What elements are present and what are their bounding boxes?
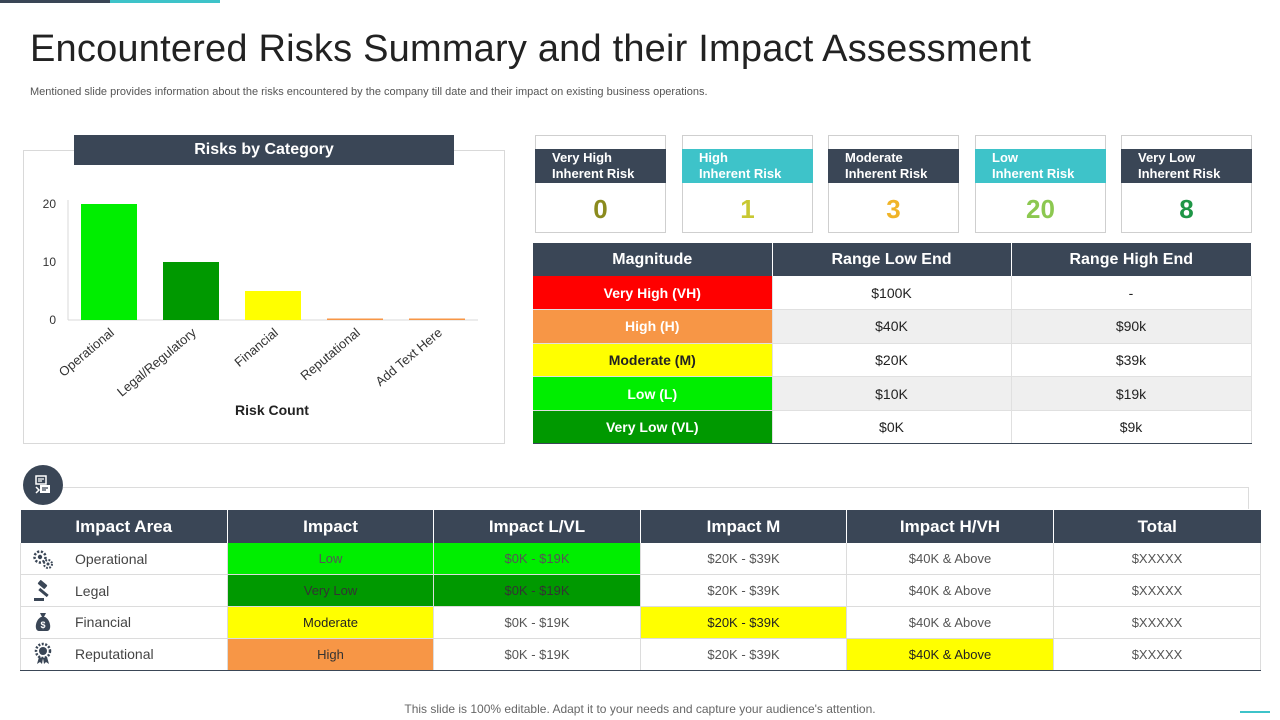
range-high-cell: $9k [1011,410,1252,445]
column-header: Impact H/VH [846,510,1054,543]
impact-lvl-cell: $0K - $19K [433,543,641,576]
risk-card-label: Very High Inherent Risk [535,149,666,183]
impact-area-label: Legal [75,582,110,599]
range-low-cell: $40K [772,309,1012,344]
impact-lvl-cell: $0K - $19K [433,606,641,639]
gears-icon [33,549,53,569]
range-low-cell: $100K [772,276,1012,311]
impact-cell: Moderate [227,606,434,639]
range-high-cell: - [1011,276,1252,311]
range-high-cell: $39k [1011,343,1252,378]
money-bag-icon: $ [35,613,51,632]
column-header: Range Low End [772,243,1012,276]
impact-area-label: Financial [75,614,132,631]
impact-area-cell: $ Financial [20,606,228,639]
risk-card-high: High Inherent Risk 1 [682,135,813,233]
table-row: Very High (VH) $100K - [533,276,1252,311]
gavel-icon [34,579,49,601]
bottom-accent-bar [1240,711,1270,713]
impact-area-cell: Reputational [20,638,228,671]
risk-card-label: Moderate Inherent Risk [828,149,959,183]
risk-card-value: 3 [886,194,901,224]
impact-lvl-cell: $0K - $19K [433,638,641,671]
risk-card-value: 0 [593,194,608,224]
impact-area-cell: Operational [20,543,228,576]
risk-card-value: 8 [1179,194,1194,224]
impact-hvh-cell: $40K & Above [846,606,1054,639]
total-cell: $XXXXX [1053,543,1261,576]
impact-assessment-icon [23,465,63,505]
impact-cell: Very Low [227,574,434,607]
magnitude-table: Magnitude Range Low End Range High End V… [533,243,1252,445]
risk-card-very-high: Very High Inherent Risk 0 [535,135,666,233]
impact-hvh-cell: $40K & Above [846,574,1054,607]
impact-area-cell: Legal [20,574,228,607]
table-row: $ Financial Moderate $0K - $19K $20K - $… [20,606,1261,639]
magnitude-cell: Very High (VH) [533,276,773,311]
column-header: Impact M [640,510,847,543]
impact-m-cell: $20K - $39K [640,543,847,576]
impact-m-cell: $20K - $39K [640,574,847,607]
top-accent-bar-teal [110,0,220,3]
table-row: Operational Low $0K - $19K $20K - $39K $… [20,543,1261,576]
magnitude-cell: Very Low (VL) [533,410,773,445]
risk-card-low: Low Inherent Risk 20 [975,135,1106,233]
award-icon [34,642,52,665]
column-header: Impact [227,510,434,543]
table-row: High (H) $40K $90k [533,309,1252,344]
total-cell: $XXXXX [1053,606,1261,639]
risk-card-value: 20 [1026,194,1055,224]
range-high-cell: $19k [1011,376,1252,411]
risk-card-label: Low Inherent Risk [975,149,1106,183]
impact-m-cell: $20K - $39K [640,638,847,671]
magnitude-cell: Low (L) [533,376,773,411]
table-row: Very Low (VL) $0K $9k [533,410,1252,445]
column-header: Range High End [1011,243,1251,276]
column-header: Impact Area [20,510,228,543]
page-subtitle: Mentioned slide provides information abo… [30,86,708,98]
table-row: Reputational High $0K - $19K $20K - $39K… [20,638,1261,671]
column-header: Total [1053,510,1261,543]
impact-cell: Low [227,543,434,576]
impact-section-divider [63,487,1249,509]
risk-card-value: 1 [740,194,755,224]
impact-lvl-cell: $0K - $19K [433,574,641,607]
top-accent-bar-dark [0,0,110,3]
impact-m-cell: $20K - $39K [640,606,847,639]
column-header: Magnitude [533,243,773,276]
impact-area-label: Reputational [75,646,154,663]
range-high-cell: $90k [1011,309,1252,344]
risk-card-label: High Inherent Risk [682,149,813,183]
footer-note: This slide is 100% editable. Adapt it to… [404,702,876,716]
page-title: Encountered Risks Summary and their Impa… [30,28,1032,70]
table-row: Moderate (M) $20K $39k [533,343,1252,378]
table-row: Legal Very Low $0K - $19K $20K - $39K $4… [20,574,1261,607]
chart-panel [23,150,505,444]
risk-card-very-low: Very Low Inherent Risk 8 [1121,135,1252,233]
total-cell: $XXXXX [1053,574,1261,607]
magnitude-cell: Moderate (M) [533,343,773,378]
table-row: Low (L) $10K $19k [533,376,1252,411]
svg-text:$: $ [40,620,45,630]
column-header: Impact L/VL [433,510,641,543]
magnitude-table-header: Magnitude Range Low End Range High End [533,243,1251,276]
impact-cell: High [227,638,434,671]
total-cell: $XXXXX [1053,638,1261,671]
range-low-cell: $0K [772,410,1012,445]
magnitude-cell: High (H) [533,309,773,344]
impact-table-header: Impact Area Impact Impact L/VL Impact M … [20,510,1261,543]
range-low-cell: $20K [772,343,1012,378]
impact-hvh-cell: $40K & Above [846,638,1054,671]
chart-title: Risks by Category [74,135,454,165]
risk-card-moderate: Moderate Inherent Risk 3 [828,135,959,233]
impact-table: Impact Area Impact Impact L/VL Impact M … [20,510,1261,671]
impact-area-label: Operational [75,550,148,567]
risk-card-label: Very Low Inherent Risk [1121,149,1252,183]
impact-hvh-cell: $40K & Above [846,543,1054,576]
range-low-cell: $10K [772,376,1012,411]
